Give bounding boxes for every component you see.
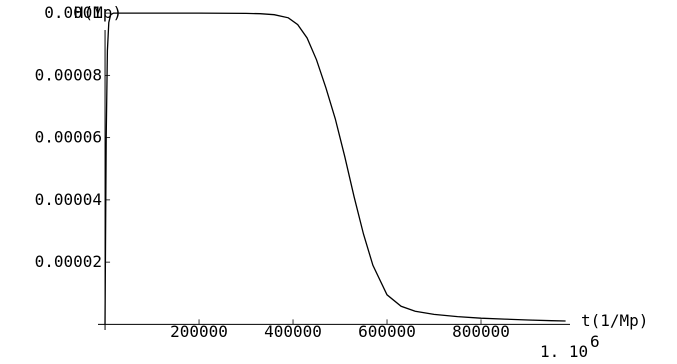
series-line — [104, 12, 566, 325]
y-tick-label: 0.00004 — [35, 190, 102, 209]
x-tick-label: 800000 — [452, 322, 510, 341]
y-tick-label: 0.00006 — [35, 128, 102, 147]
x-ticks: 200000 400000 600000 800000 — [170, 319, 510, 341]
x-tick-label: 600000 — [358, 322, 416, 341]
y-ticks: 0.00002 0.00004 0.00006 0.00008 0.0001 — [35, 3, 111, 271]
x-exponent-mantissa: 1. 10 — [540, 342, 588, 361]
y-tick-label: 0.0001 — [44, 3, 102, 22]
series-layer — [104, 12, 566, 325]
x-axis-label: t(1/Mp) — [581, 311, 648, 330]
x-exponent-power: 6 — [590, 332, 600, 351]
x-tick-label: 400000 — [264, 322, 322, 341]
x-tick-label: 200000 — [170, 322, 228, 341]
y-tick-label: 0.00008 — [35, 65, 102, 84]
y-axis-label: H(Mp) — [74, 3, 122, 22]
y-tick-label: 0.00002 — [35, 252, 102, 271]
